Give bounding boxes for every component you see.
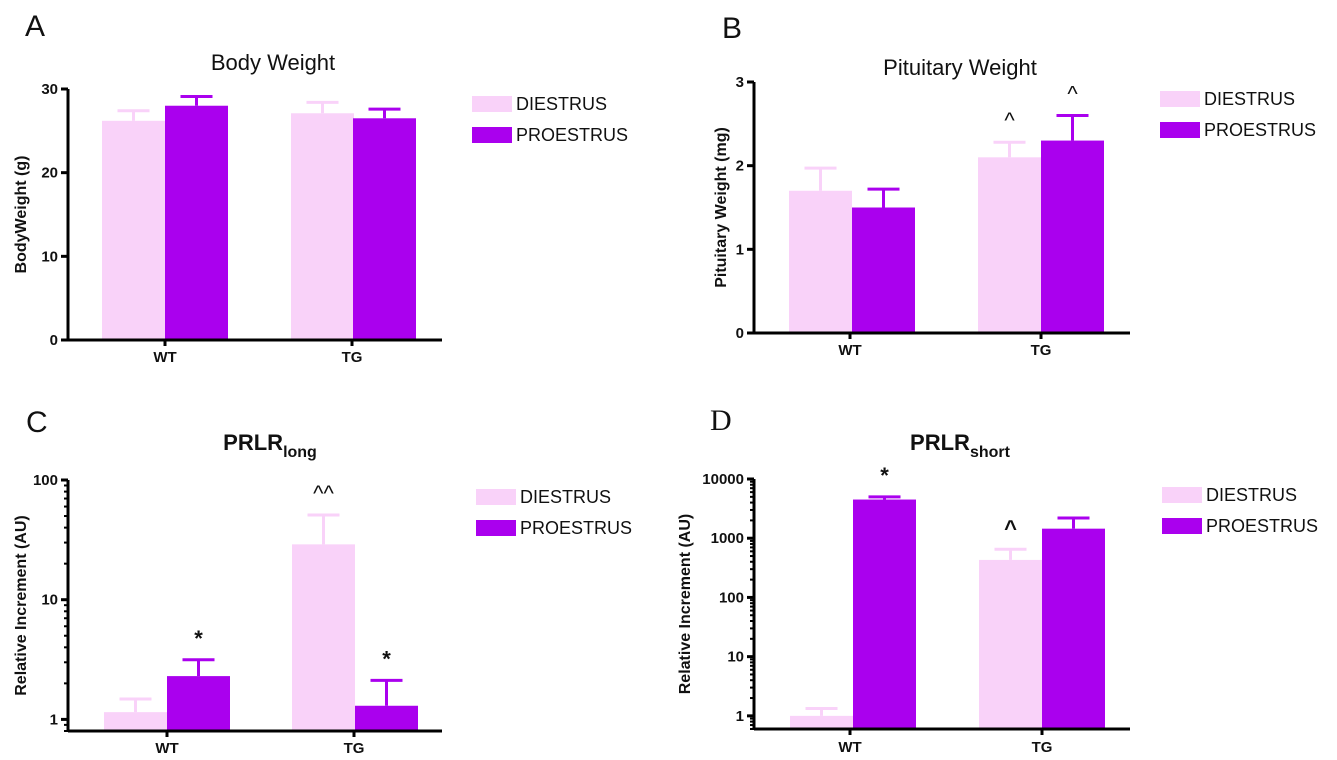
y-tick-label: 10000 [702, 471, 744, 488]
panel-A: A Body Weight 0 10 20 30 WT TG BodyWeight (g) DIE… [13, 10, 628, 366]
legend-label-diestrus: DIESTRUS [1206, 485, 1297, 505]
bar-diestrus-tg [292, 544, 355, 731]
y-tick-label: 1 [736, 708, 744, 725]
y-tick-label: 10 [727, 649, 744, 666]
bar-proestrus-tg [353, 118, 416, 341]
x-tick-label: TG [342, 349, 363, 366]
significance-mark: * [382, 646, 391, 671]
x-tick-label: TG [1032, 739, 1053, 756]
chart-title-subscript: long [283, 444, 317, 461]
chart-title: Body Weight [211, 50, 335, 75]
legend-label-diestrus: DIESTRUS [516, 94, 607, 114]
legend-swatch-diestrus [472, 96, 512, 112]
bar-diestrus-wt [104, 712, 167, 731]
bar-proestrus-wt [167, 676, 230, 731]
legend-swatch-proestrus [1162, 518, 1202, 534]
chart-title-subscript: short [970, 444, 1011, 461]
y-tick-label: 3 [736, 74, 744, 91]
legend-swatch-diestrus [1162, 487, 1202, 503]
panel-letter: D [710, 404, 732, 437]
panel-C: C PRLRlong ^^ * * 1 10 100 WT TG Relative Incremen… [13, 406, 632, 757]
legend-swatch-proestrus [1160, 122, 1200, 138]
panel-letter: B [722, 12, 742, 45]
x-tick-label: WT [838, 739, 861, 756]
y-tick-label: 1 [50, 711, 58, 728]
y-axis-label: Pituitary Weight (mg) [713, 127, 730, 288]
bar-proestrus-tg [355, 705, 418, 731]
y-tick-label: 100 [719, 589, 744, 606]
legend-swatch-diestrus [1160, 91, 1200, 107]
y-tick-label: 20 [41, 165, 58, 182]
bar-diestrus-tg [978, 157, 1041, 333]
y-tick-label: 0 [736, 325, 744, 342]
x-tick-label: WT [153, 349, 176, 366]
significance-mark: * [880, 463, 889, 488]
bar-diestrus-wt [789, 190, 852, 333]
chart-title: PRLRshort [910, 430, 1011, 461]
y-tick-label: 30 [41, 81, 58, 98]
chart-title: PRLRlong [223, 430, 317, 461]
legend-label-proestrus: PROESTRUS [520, 518, 632, 538]
significance-mark: * [194, 626, 203, 651]
y-tick-label: 1 [736, 241, 744, 258]
y-tick-label: 10 [41, 248, 58, 265]
legend-swatch-proestrus [476, 520, 516, 536]
bar-proestrus-wt [853, 499, 916, 729]
y-tick-label: 100 [33, 472, 58, 489]
bar-proestrus-wt [852, 207, 915, 333]
y-tick-label: 1000 [711, 530, 744, 547]
bar-proestrus-tg [1041, 140, 1104, 333]
panel-B: B Pituitary Weight ^ ^ 0 1 2 3 WT TG Pituitary Wei… [713, 12, 1316, 359]
bar-proestrus-wt [165, 105, 228, 340]
legend-label-diestrus: DIESTRUS [1204, 89, 1295, 109]
panel-letter: A [25, 10, 45, 43]
bar-diestrus-wt [790, 715, 853, 729]
legend-swatch-diestrus [476, 489, 516, 505]
legend-swatch-proestrus [472, 127, 512, 143]
bar-diestrus-tg [979, 559, 1042, 729]
significance-mark: ^ [1004, 515, 1017, 540]
x-tick-label: TG [344, 740, 365, 757]
significance-mark: ^^ [313, 481, 334, 506]
panel-D: D PRLRshort ^ * 1 10 100 1000 10000 WT TG Relative … [677, 404, 1318, 756]
y-axis-label: Relative Increment (AU) [13, 515, 30, 696]
y-tick-label: 10 [41, 592, 58, 609]
x-tick-label: WT [155, 740, 178, 757]
significance-mark: ^ [1067, 81, 1078, 106]
legend-label-proestrus: PROESTRUS [1204, 120, 1316, 140]
panel-letter: C [26, 406, 48, 439]
bar-proestrus-tg [1042, 528, 1105, 729]
bar-diestrus-wt [102, 120, 165, 340]
x-tick-label: TG [1031, 342, 1052, 359]
y-tick-label: 0 [50, 332, 58, 349]
legend-label-proestrus: PROESTRUS [516, 125, 628, 145]
bar-diestrus-tg [291, 113, 354, 340]
x-tick-label: WT [838, 342, 861, 359]
y-axis-label: Relative Increment (AU) [677, 514, 694, 695]
legend-label-proestrus: PROESTRUS [1206, 516, 1318, 536]
y-tick-label: 2 [736, 158, 744, 175]
legend-label-diestrus: DIESTRUS [520, 487, 611, 507]
chart-title: Pituitary Weight [883, 55, 1037, 80]
significance-mark: ^ [1004, 108, 1015, 133]
y-axis-label: BodyWeight (g) [13, 156, 30, 274]
